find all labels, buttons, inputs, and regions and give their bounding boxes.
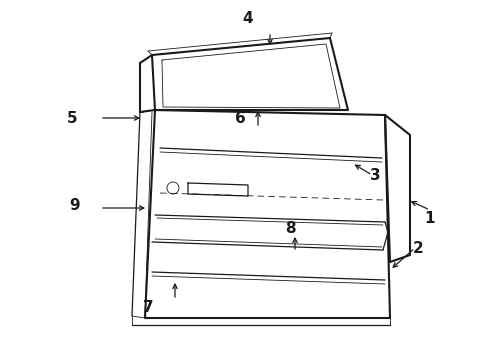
- Text: 6: 6: [235, 111, 245, 126]
- Text: 2: 2: [413, 240, 423, 256]
- Text: 3: 3: [369, 167, 380, 183]
- Text: 1: 1: [425, 211, 435, 225]
- Text: 5: 5: [67, 111, 77, 126]
- Text: 4: 4: [243, 10, 253, 26]
- Text: 8: 8: [285, 220, 295, 235]
- Text: 9: 9: [70, 198, 80, 212]
- Text: 7: 7: [143, 301, 153, 315]
